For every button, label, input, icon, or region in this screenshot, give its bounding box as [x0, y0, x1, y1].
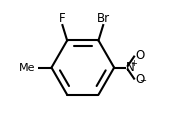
Text: Me: Me — [19, 63, 36, 73]
Text: +: + — [130, 59, 137, 68]
Text: F: F — [59, 11, 65, 24]
Text: O: O — [135, 73, 145, 86]
Text: N: N — [126, 61, 134, 74]
Text: Br: Br — [97, 11, 110, 24]
Text: O: O — [135, 49, 145, 62]
Text: −: − — [139, 77, 146, 86]
